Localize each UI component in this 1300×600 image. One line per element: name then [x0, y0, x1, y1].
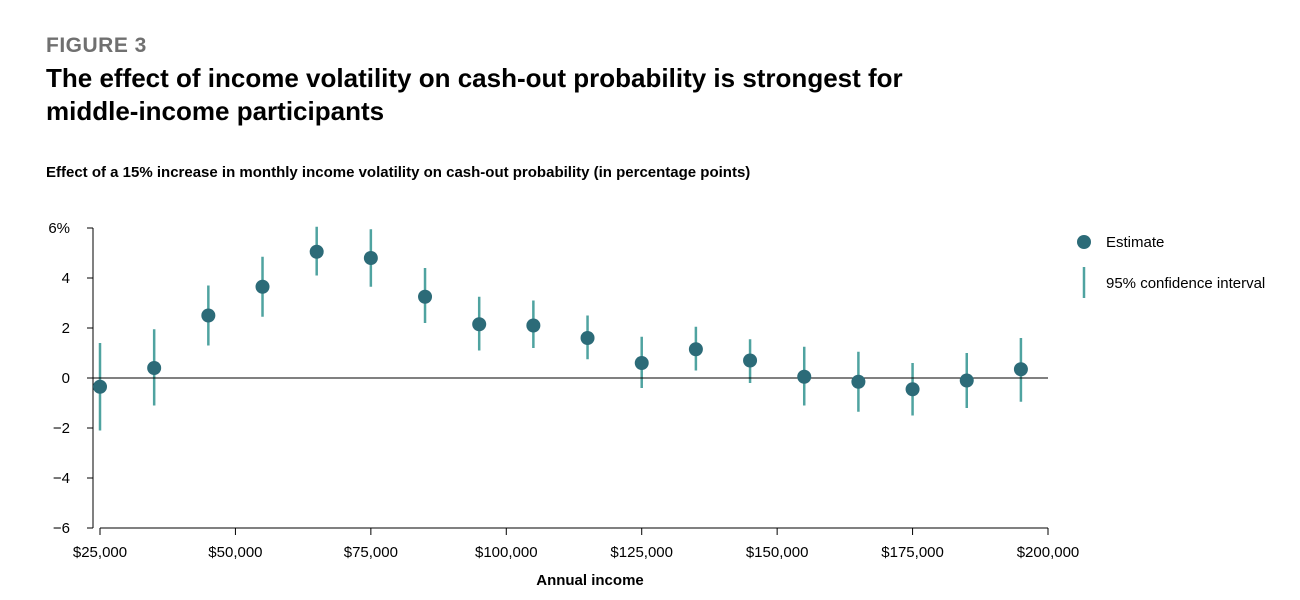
estimate-point: [580, 331, 595, 345]
estimate-point: [688, 342, 703, 357]
x-axis-label: Annual income: [536, 572, 644, 589]
chart-subtitle: Effect of a 15% increase in monthly inco…: [46, 164, 751, 181]
x-tick-label: $25,000: [73, 544, 127, 561]
estimate-point: [743, 353, 758, 368]
y-tick-label: −4: [53, 470, 70, 487]
estimate-point: [418, 289, 433, 304]
x-tick-label: $150,000: [746, 544, 809, 561]
estimate-point: [363, 251, 378, 265]
estimate-point: [93, 379, 107, 394]
legend: Estimate 95% confidence interval: [1077, 234, 1265, 298]
point-layer: [93, 244, 1028, 397]
y-tick-label: 0: [62, 370, 70, 387]
legend-estimate-label: Estimate: [1106, 234, 1164, 251]
y-tick-label: 2: [62, 320, 70, 337]
figure-label: FIGURE 3: [46, 34, 147, 57]
y-tick-label: 4: [62, 270, 70, 287]
estimate-point: [309, 244, 324, 259]
legend-estimate-marker: [1077, 235, 1091, 249]
y-tick-label: 6%: [48, 220, 70, 237]
estimate-point: [959, 373, 974, 388]
x-tick-label: $175,000: [881, 544, 944, 561]
estimate-point: [201, 308, 216, 323]
x-tick-label: $50,000: [208, 544, 262, 561]
x-tick-label: $200,000: [1017, 544, 1080, 561]
axis-layer: −6 −4 −2 0 2 4 6% $25,000 $50,000 $75,000 $100,000…: [48, 220, 1079, 589]
ci-layer: [98, 226, 1023, 431]
chart-title: The effect of income volatility on cash-…: [46, 63, 903, 126]
estimate-point: [851, 374, 866, 389]
x-tick-label: $125,000: [610, 544, 673, 561]
estimate-point: [797, 369, 812, 384]
estimate-point: [526, 318, 541, 333]
estimate-point: [634, 356, 649, 370]
estimate-point: [905, 382, 920, 397]
estimate-point: [255, 279, 270, 294]
x-tick-label: $100,000: [475, 544, 538, 561]
y-tick-label: −2: [53, 420, 70, 437]
estimate-point: [147, 361, 162, 375]
y-tick-label: −6: [53, 520, 70, 537]
estimate-point: [1013, 362, 1028, 377]
x-tick-label: $75,000: [344, 544, 398, 561]
legend-ci-label: 95% confidence interval: [1106, 275, 1265, 292]
estimate-point: [472, 317, 487, 332]
